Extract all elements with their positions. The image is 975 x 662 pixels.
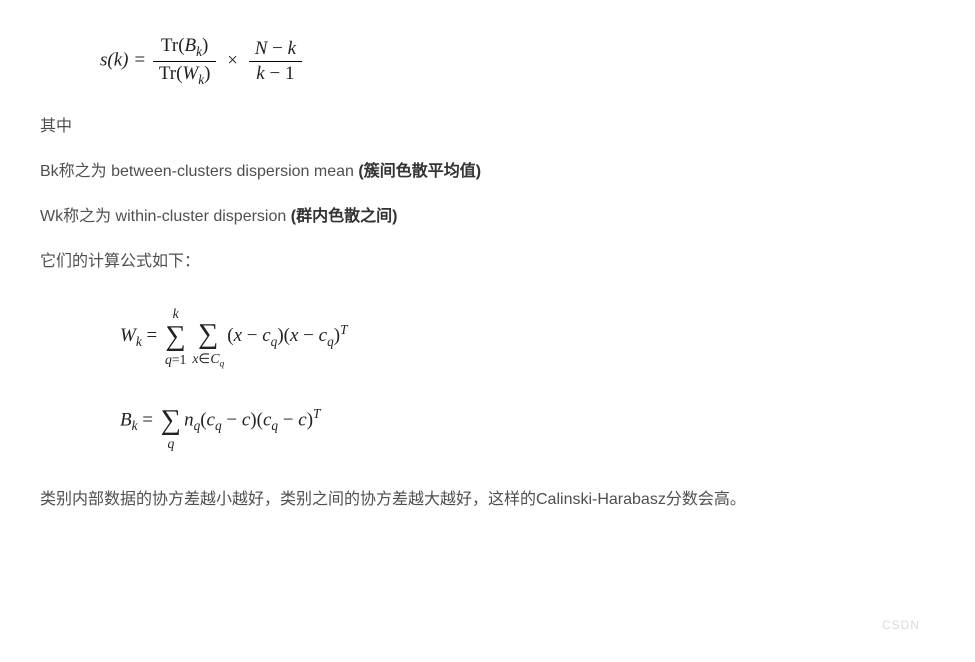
sum-x: ∑x∈Cq xyxy=(192,305,224,369)
formula-bk: Bk = ∑qnq(cq − c)(cq − c)T xyxy=(120,391,935,451)
bk-prefix: Bk称之为 between-clusters dispersion mean xyxy=(40,163,358,180)
m4: − xyxy=(278,409,298,430)
sum2-bot: x∈Cq xyxy=(192,350,224,369)
N: N xyxy=(255,38,268,59)
sigma3: ∑ xyxy=(161,407,181,436)
wk-bold: (群内色散之间) xyxy=(291,208,398,225)
sum3-bot: q xyxy=(161,435,181,451)
sigma2: ∑ xyxy=(192,321,224,350)
B-sym: B xyxy=(120,409,132,430)
tr-op-den: Tr xyxy=(159,63,176,84)
bk-bold: (簇间色散平均值) xyxy=(358,163,481,180)
wk-definition: Wk称之为 within-cluster dispersion (群内色散之间) xyxy=(40,203,935,230)
bk-arg: B xyxy=(185,35,197,56)
n-sym: n xyxy=(184,409,194,430)
c1: c xyxy=(262,325,270,346)
frac-nk: N − k k − 1 xyxy=(249,38,302,85)
cq3: q xyxy=(215,418,222,433)
wk-arg: W xyxy=(182,63,198,84)
bk-sub: k xyxy=(196,44,202,59)
c6: c xyxy=(298,409,306,430)
c2: c xyxy=(319,325,327,346)
tr-op-num: Tr xyxy=(161,35,178,56)
formula-sk: s(k) = Tr(Bk) Tr(Wk) × N − k k − 1 xyxy=(100,35,935,88)
sum-q2: ∑q xyxy=(161,391,181,451)
k2: k xyxy=(256,63,264,84)
sum-q: k∑q=1 xyxy=(165,307,186,367)
eq2: = xyxy=(138,409,158,430)
formula-wk: Wk = k∑q=1 ∑x∈Cq(x − cq)(x − cq)T xyxy=(120,305,935,369)
m3: − xyxy=(222,409,242,430)
k1: k xyxy=(288,38,296,59)
m2: − xyxy=(298,325,318,346)
where-label: 其中 xyxy=(40,113,935,140)
cq2: q xyxy=(327,334,334,349)
wk-sub: k xyxy=(198,72,204,87)
sum1-bot: q=1 xyxy=(165,351,186,367)
eq1: = xyxy=(142,325,162,346)
times-sign: × xyxy=(227,50,238,71)
T1: T xyxy=(340,322,347,337)
minus2: − xyxy=(265,63,285,84)
watermark: CSDN xyxy=(882,618,920,632)
calc-intro: 它们的计算公式如下： xyxy=(40,248,935,275)
x1: x xyxy=(234,325,242,346)
one: 1 xyxy=(285,63,295,84)
final-text: 类别内部数据的协方差越小越好，类别之间的协方差越大越好，这样的Calinski-… xyxy=(40,486,935,513)
T2: T xyxy=(313,406,320,421)
sk-lhs: s(k) = xyxy=(100,50,146,71)
wk-prefix: Wk称之为 within-cluster dispersion xyxy=(40,208,291,225)
minus1: − xyxy=(267,38,287,59)
c3: c xyxy=(207,409,215,430)
m1: − xyxy=(242,325,262,346)
frac-tr: Tr(Bk) Tr(Wk) xyxy=(153,35,217,88)
bk-definition: Bk称之为 between-clusters dispersion mean (… xyxy=(40,158,935,185)
W-sym: W xyxy=(120,325,136,346)
sigma1: ∑ xyxy=(165,323,186,352)
